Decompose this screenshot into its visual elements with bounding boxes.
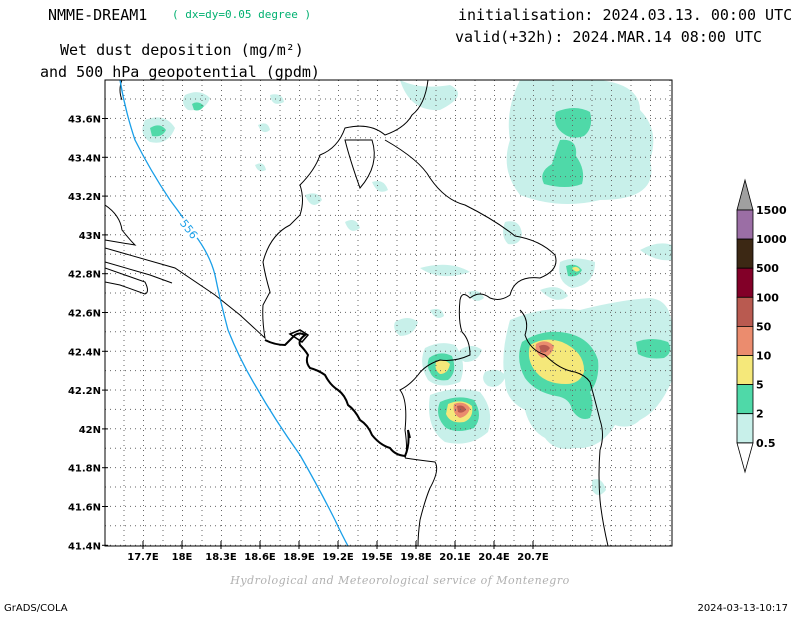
legend-label: 10 xyxy=(756,350,772,363)
lon-tick-label: 18.3E xyxy=(205,552,237,563)
legend-cap-top xyxy=(736,178,754,211)
border-montenegro-serbia xyxy=(384,139,557,459)
lon-tick-label: 17.7E xyxy=(127,552,159,563)
borders-and-coastline xyxy=(105,80,609,546)
dust-deposition-field xyxy=(142,80,672,495)
legend-color-box xyxy=(736,296,754,327)
border-segment xyxy=(344,139,375,189)
border-albania xyxy=(404,457,438,546)
axis-labels: 17.7E 18E 18.3E 18.6E 18.9E 19.2E 19.5E 19.8E 20… xyxy=(68,115,549,564)
valid-time: valid(+32h): 2024.MAR.14 08:00 UTC xyxy=(455,28,763,46)
border-segment xyxy=(105,204,137,246)
footer-software: GrADS/COLA xyxy=(4,603,68,614)
lat-tick-label: 42.4N xyxy=(68,347,101,358)
model-resolution: ( dx=dy=0.05 degree ) xyxy=(172,8,312,21)
lat-tick-label: 41.8N xyxy=(68,464,101,475)
coastline xyxy=(264,332,411,458)
legend-label: 1500 xyxy=(756,204,787,217)
legend-color-box xyxy=(736,238,754,269)
model-title: NMME-DREAM1 xyxy=(48,6,148,24)
legend-label: 1000 xyxy=(756,233,787,246)
lat-tick-label: 43.4N xyxy=(68,153,101,164)
legend-color-box xyxy=(736,267,754,298)
lat-tick-label: 42.6N xyxy=(68,309,101,320)
legend-label: 50 xyxy=(756,320,772,333)
legend-color-box xyxy=(736,384,754,415)
lon-tick-label: 18E xyxy=(172,552,193,563)
lon-tick-label: 18.9E xyxy=(283,552,315,563)
color-legend: 1500 1000 500 100 50 10 5 2 0.5 xyxy=(736,178,787,474)
credit-text: Hydrological and Meteorological service … xyxy=(230,574,570,587)
lat-tick-label: 41.6N xyxy=(68,503,101,514)
lon-tick-label: 19.8E xyxy=(400,552,432,563)
legend-boxes xyxy=(736,209,754,444)
legend-label: 500 xyxy=(756,262,779,275)
peninsula-lines xyxy=(105,261,173,295)
lat-tick-label: 42.2N xyxy=(68,386,101,397)
lon-tick-label: 19.2E xyxy=(322,552,354,563)
border-bosnia xyxy=(105,80,429,340)
border-kosovo xyxy=(519,309,609,546)
legend-color-box xyxy=(736,355,754,386)
contour-label-bg xyxy=(176,215,202,243)
legend-color-box xyxy=(736,413,754,444)
variable-title-line1: Wet dust deposition (mg/m²) xyxy=(60,41,304,59)
lat-tick-label: 42N xyxy=(79,425,101,436)
legend-cap-bottom xyxy=(736,442,754,474)
legend-color-box xyxy=(736,209,754,240)
legend-label: 100 xyxy=(756,291,779,304)
lon-tick-label: 18.6E xyxy=(244,552,276,563)
footer-timestamp: 2024-03-13-10:17 xyxy=(697,603,788,614)
dust-level-50 xyxy=(457,344,550,413)
legend-label: 0.5 xyxy=(756,437,776,450)
initialisation-time: initialisation: 2024.03.13. 00:00 UTC xyxy=(458,6,793,24)
map-plot-area: 556 17.7E 18E 18.3E 18.6E 18.9E 19.2E 19.5E 19.… xyxy=(68,79,673,564)
variable-title-line2: and 500 hPa geopotential (gpdm) xyxy=(40,63,320,81)
lon-tick-label: 19.5E xyxy=(361,552,393,563)
lat-tick-label: 43.6N xyxy=(68,115,101,126)
legend-labels: 1500 1000 500 100 50 10 5 2 0.5 xyxy=(756,204,787,450)
lat-tick-label: 41.4N xyxy=(68,541,101,552)
lat-tick-label: 43N xyxy=(79,231,101,242)
border-segment xyxy=(119,80,123,101)
lon-tick-label: 20.1E xyxy=(439,552,471,563)
legend-color-box xyxy=(736,325,754,356)
lat-tick-label: 42.8N xyxy=(68,270,101,281)
lon-tick-label: 20.4E xyxy=(478,552,510,563)
coastline-bay xyxy=(288,329,310,343)
legend-label: 5 xyxy=(756,379,764,392)
lat-tick-label: 43.2N xyxy=(68,192,101,203)
lon-tick-label: 20.7E xyxy=(517,552,549,563)
legend-label: 2 xyxy=(756,408,764,421)
